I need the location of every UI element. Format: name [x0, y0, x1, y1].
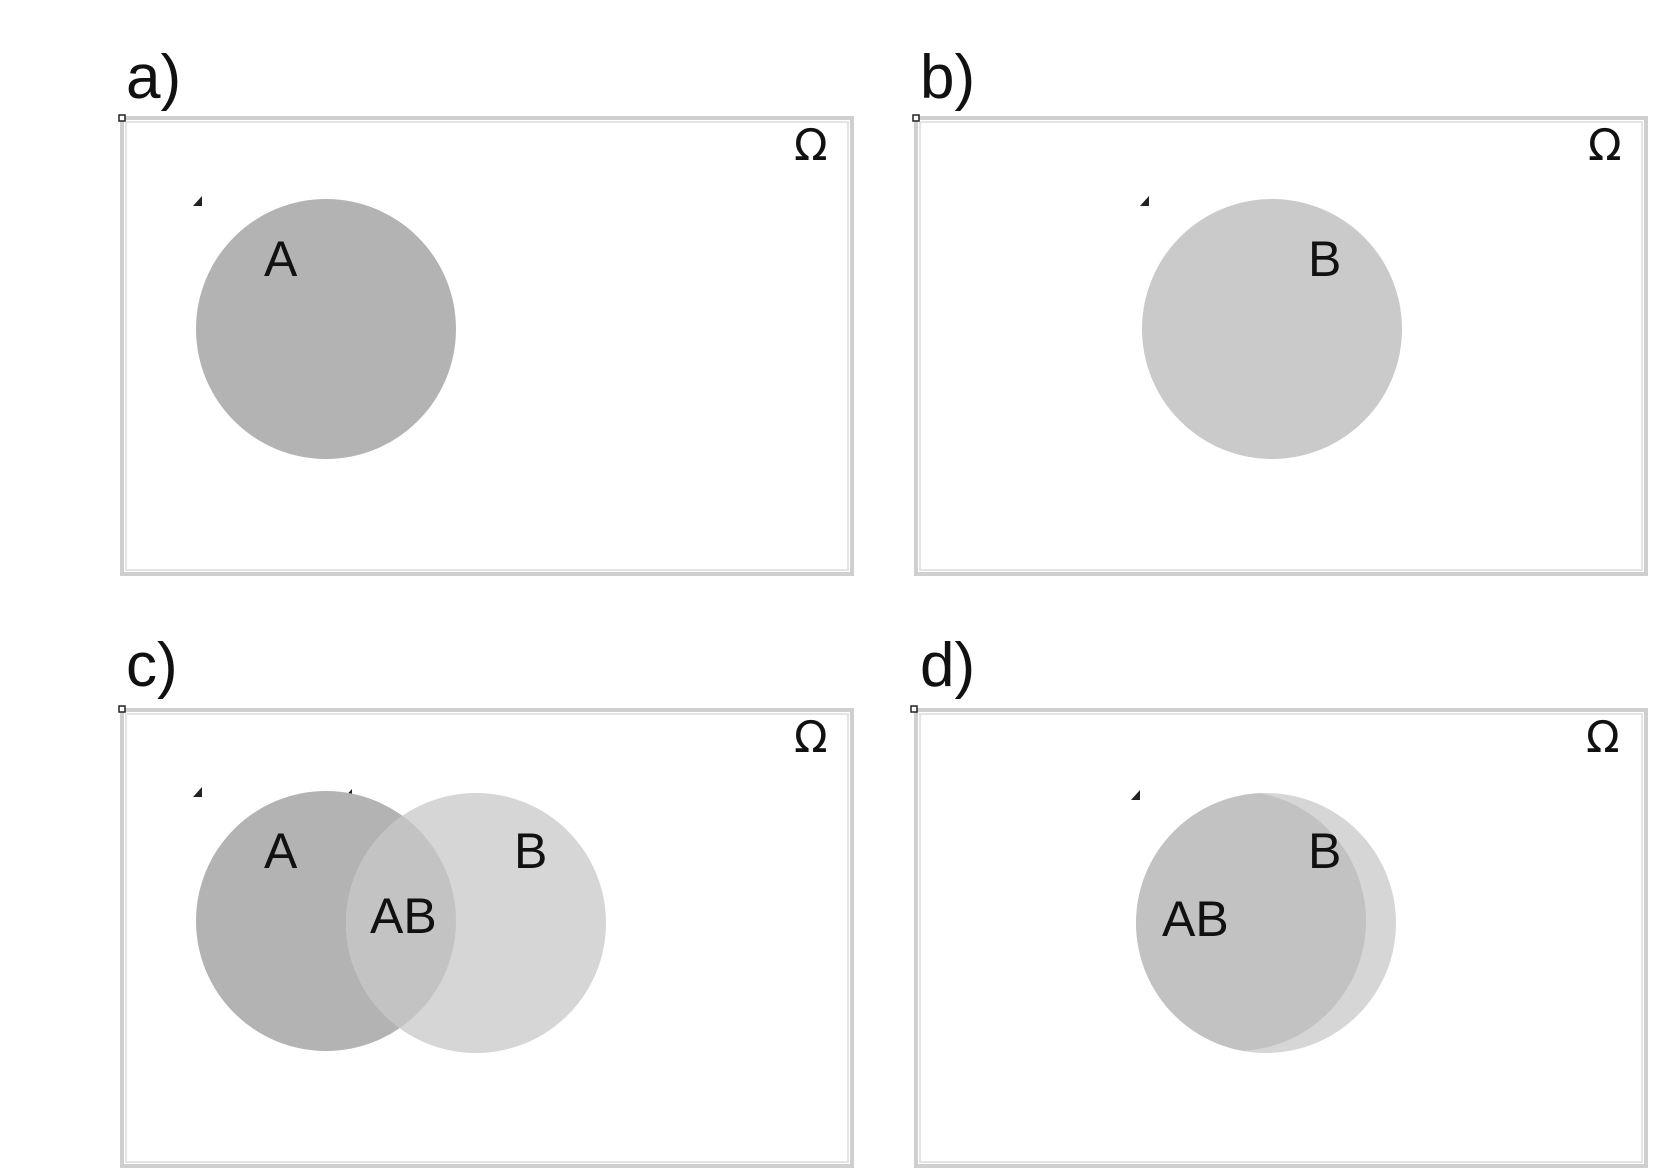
panel-c-label: c): [126, 631, 178, 700]
panel-b-frame-inner: [919, 121, 1643, 571]
panel-c-corner-handle: [118, 705, 126, 713]
panel-d-set-b-marker: [1131, 790, 1140, 800]
panel-a-label: a): [126, 43, 181, 112]
panel-c-omega-label: Ω: [794, 712, 828, 763]
panel-d-frame-inner: [919, 713, 1643, 1163]
panel-a: a) Ω A: [118, 43, 854, 576]
panel-d-intersection-label: AB: [1162, 891, 1229, 947]
panel-c-set-b-label: B: [514, 823, 547, 879]
panel-c-set-a-label: A: [264, 823, 298, 879]
panel-c-universe-frame: [120, 708, 854, 1168]
panel-b-universe-frame: [914, 116, 1648, 576]
panel-c-set-a-marker: [193, 787, 202, 797]
panel-d-omega-label: Ω: [1586, 712, 1620, 763]
panel-a-set-a-circle: [196, 199, 456, 459]
panel-a-omega-label: Ω: [794, 120, 828, 171]
panel-b-label: b): [920, 43, 975, 112]
panel-b-omega-label: Ω: [1588, 120, 1622, 171]
panel-d-intersection-region: [1136, 793, 1366, 1051]
panel-a-corner-handle: [118, 114, 126, 122]
panel-b-corner-handle: [912, 114, 920, 122]
panel-a-set-a-label: A: [264, 231, 298, 287]
panel-c: c) Ω A B AB: [118, 631, 854, 1168]
panel-a-set-a-marker: [193, 196, 202, 206]
panel-d-set-b-label: B: [1308, 823, 1341, 879]
panel-b-set-b-label: B: [1308, 231, 1341, 287]
panel-c-intersection-region: [346, 793, 456, 1051]
panel-c-intersection-label: AB: [370, 888, 437, 944]
panel-a-universe-frame: [120, 116, 854, 576]
panel-c-frame-inner: [125, 713, 849, 1163]
panel-a-frame-inner: [125, 121, 849, 571]
panel-b-set-b-marker: [1140, 196, 1149, 206]
panel-d-label: d): [920, 631, 975, 700]
panel-b: b) Ω B: [912, 43, 1648, 576]
panel-d-corner-handle: [910, 705, 918, 713]
panel-d-universe-frame: [914, 708, 1648, 1168]
panel-d: d) Ω B AB: [910, 631, 1648, 1168]
panel-b-set-b-circle: [1142, 199, 1402, 459]
